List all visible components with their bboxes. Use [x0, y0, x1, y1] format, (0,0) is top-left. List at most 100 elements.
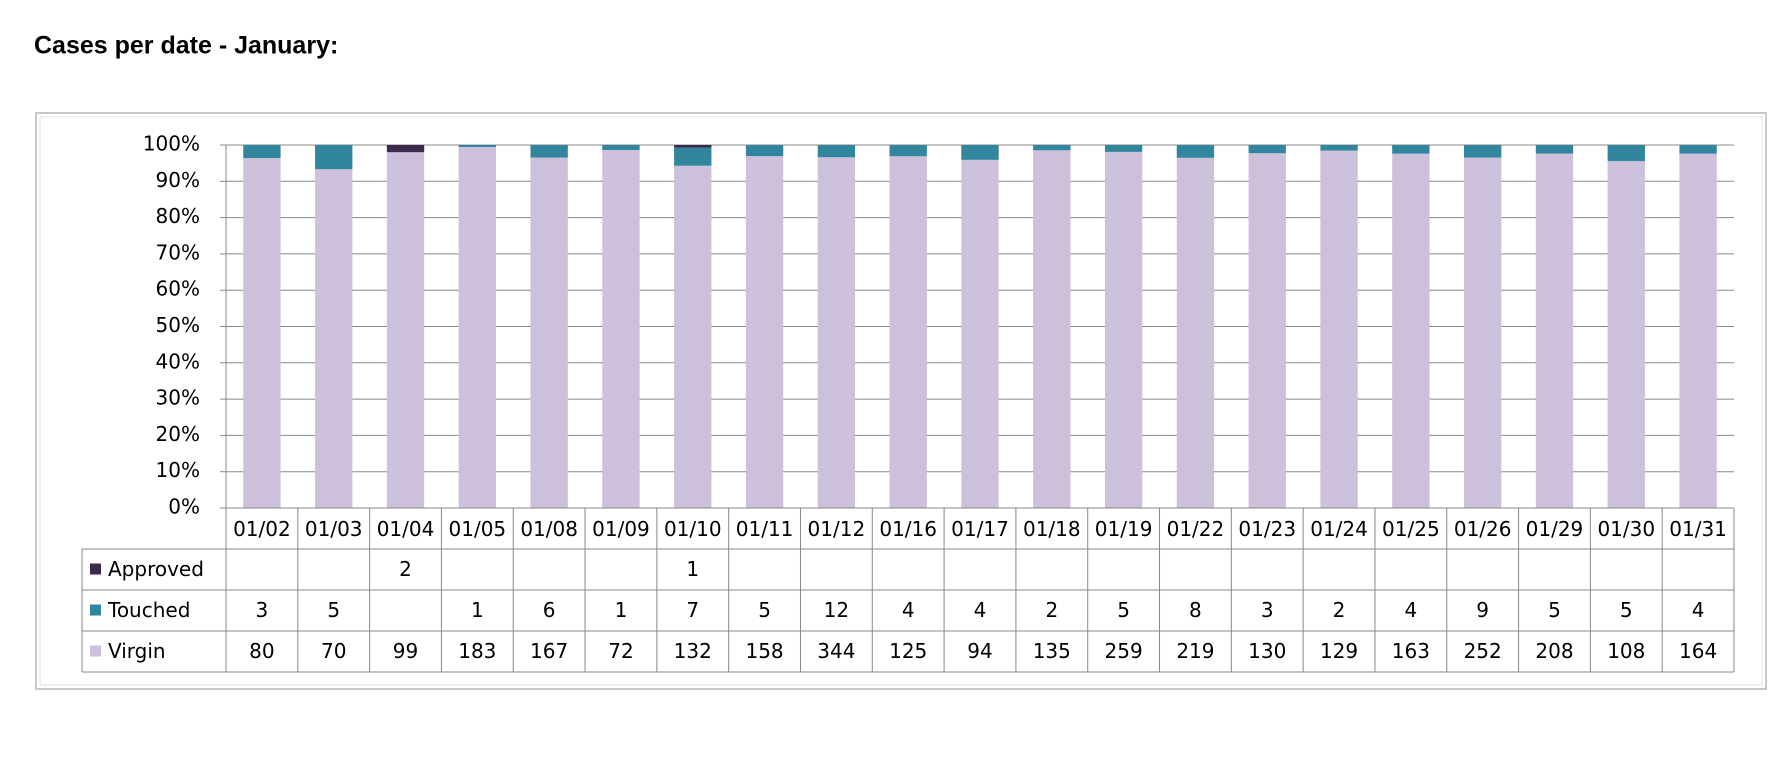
- y-tick-label: 50%: [156, 313, 200, 337]
- x-tick-label: 01/05: [449, 517, 507, 541]
- table-value: 252: [1464, 639, 1502, 663]
- table-value: 5: [1548, 598, 1561, 622]
- bar-segment: [745, 145, 784, 157]
- table-value: 344: [817, 639, 855, 663]
- table-value: 72: [608, 639, 633, 663]
- bar-segment: [961, 145, 999, 160]
- x-tick-label: 01/11: [736, 517, 794, 541]
- y-tick-label: 40%: [156, 349, 200, 373]
- table-value: 164: [1679, 639, 1717, 663]
- bar-segment: [674, 145, 712, 148]
- bar-segment: [1535, 153, 1574, 509]
- x-tick-label: 01/17: [951, 517, 1009, 541]
- bar-segment: [243, 158, 281, 508]
- bar-segment: [1320, 150, 1358, 508]
- x-tick-label: 01/25: [1382, 517, 1440, 541]
- y-tick-label: 0%: [168, 495, 200, 519]
- legend-swatch: [90, 645, 101, 657]
- bar-segment: [1535, 145, 1574, 154]
- table-value: 5: [327, 598, 340, 622]
- table-value: 3: [256, 598, 269, 622]
- x-tick-label: 01/29: [1526, 517, 1584, 541]
- x-tick-label: 01/03: [305, 517, 363, 541]
- bar-segment: [1033, 150, 1071, 509]
- x-tick-label: 01/18: [1023, 517, 1081, 541]
- table-value: 130: [1248, 639, 1286, 663]
- bar-segment: [243, 145, 281, 159]
- table-value: 158: [745, 639, 783, 663]
- bar-segment: [1607, 145, 1645, 162]
- bar-segment: [1033, 145, 1071, 151]
- table-value: 12: [824, 598, 849, 622]
- x-tick-label: 01/23: [1238, 517, 1296, 541]
- table-value: 3: [1261, 598, 1274, 622]
- table-value: 2: [1045, 598, 1058, 622]
- table-value: 4: [1692, 598, 1705, 622]
- bar-segment: [817, 145, 856, 158]
- table-value: 2: [399, 557, 412, 581]
- table-value: 9: [1476, 598, 1489, 622]
- bar-segment: [530, 145, 568, 158]
- bar-segment: [1176, 157, 1215, 508]
- bar-segment: [602, 145, 640, 150]
- bar-segment: [386, 152, 425, 509]
- table-value: 1: [615, 598, 628, 622]
- bar-segment: [1104, 151, 1143, 508]
- bar-segment: [1176, 145, 1215, 158]
- bar-segment: [1248, 153, 1286, 508]
- table-value: 4: [974, 598, 987, 622]
- chart-frame-inner: [39, 116, 1763, 686]
- legend-label: Approved: [108, 557, 204, 581]
- x-tick-label: 01/31: [1669, 517, 1727, 541]
- x-tick-label: 01/04: [377, 517, 435, 541]
- legend-label: Touched: [107, 598, 190, 622]
- y-tick-label: 100%: [143, 132, 200, 156]
- y-tick-label: 70%: [156, 240, 200, 264]
- bar-segment: [1463, 145, 1502, 158]
- bar-segment: [386, 145, 425, 153]
- x-tick-label: 01/10: [664, 517, 722, 541]
- x-tick-label: 01/12: [808, 517, 866, 541]
- table-value: 125: [889, 639, 927, 663]
- bar-segment: [674, 147, 712, 166]
- y-tick-label: 90%: [156, 168, 200, 192]
- x-tick-label: 01/26: [1454, 517, 1512, 541]
- table-value: 5: [1117, 598, 1130, 622]
- bar-segment: [1104, 145, 1143, 152]
- bar-segment: [889, 156, 927, 509]
- bar-segment: [602, 149, 640, 508]
- x-tick-label: 01/19: [1095, 517, 1153, 541]
- bar-segment: [1392, 145, 1430, 154]
- x-tick-label: 01/09: [592, 517, 650, 541]
- x-tick-label: 01/24: [1310, 517, 1368, 541]
- table-value: 259: [1105, 639, 1143, 663]
- table-value: 208: [1535, 639, 1573, 663]
- y-tick-label: 80%: [156, 204, 200, 228]
- bar-segment: [1248, 145, 1286, 154]
- table-value: 4: [902, 598, 915, 622]
- table-value: 6: [543, 598, 556, 622]
- y-tick-label: 30%: [156, 386, 200, 410]
- table-value: 8: [1189, 598, 1202, 622]
- x-tick-label: 01/08: [520, 517, 578, 541]
- y-tick-label: 10%: [156, 458, 200, 482]
- bar-segment: [458, 145, 497, 147]
- table-value: 129: [1320, 639, 1358, 663]
- table-value: 108: [1607, 639, 1645, 663]
- table-value: 1: [686, 557, 699, 581]
- legend-swatch: [90, 604, 101, 616]
- x-tick-label: 01/16: [879, 517, 937, 541]
- bar-segment: [1607, 161, 1645, 508]
- table-value: 99: [393, 639, 418, 663]
- bar-segment: [817, 157, 856, 508]
- table-value: 183: [458, 639, 496, 663]
- y-tick-label: 20%: [156, 422, 200, 446]
- x-tick-label: 01/22: [1167, 517, 1225, 541]
- bar-segment: [1679, 153, 1717, 508]
- bar-segment: [674, 165, 712, 508]
- table-value: 7: [686, 598, 699, 622]
- table-value: 2: [1333, 598, 1346, 622]
- bar-segment: [745, 156, 784, 509]
- bar-segment: [315, 145, 353, 170]
